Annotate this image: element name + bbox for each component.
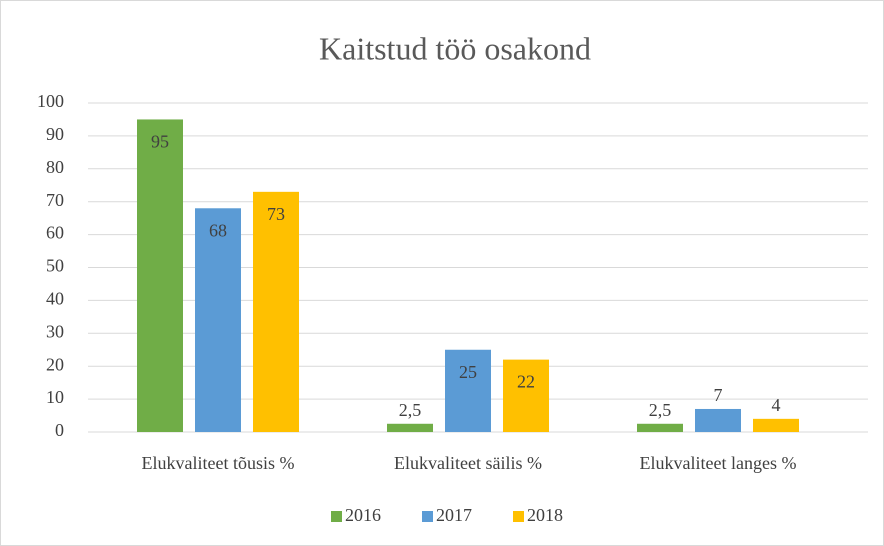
y-tick-label: 50 <box>46 256 64 276</box>
bar <box>695 408 741 432</box>
legend-swatch <box>331 511 342 522</box>
y-tick-label: 20 <box>46 354 64 374</box>
y-tick-label: 90 <box>46 124 64 144</box>
data-label: 22 <box>517 372 535 392</box>
bar <box>637 423 683 432</box>
chart-title: Kaitstud töö osakond <box>319 30 591 66</box>
bar <box>387 423 433 432</box>
legend-label: 2018 <box>527 505 563 525</box>
y-tick-label: 0 <box>55 420 64 440</box>
data-label: 25 <box>459 362 477 382</box>
x-tick-label: Elukvaliteet langes % <box>640 453 797 473</box>
legend-swatch <box>422 511 433 522</box>
legend-label: 2016 <box>345 505 381 525</box>
data-label: 73 <box>267 204 285 224</box>
bar <box>753 418 799 432</box>
data-label: 7 <box>714 385 723 405</box>
data-label: 2,5 <box>649 400 672 420</box>
y-tick-label: 100 <box>37 91 64 111</box>
x-tick-label: Elukvaliteet tõusis % <box>142 453 295 473</box>
bar <box>445 349 491 432</box>
data-label: 68 <box>209 220 227 240</box>
data-label: 95 <box>151 132 169 152</box>
bar <box>503 359 549 432</box>
bar <box>253 191 299 432</box>
data-label: 2,5 <box>399 400 422 420</box>
data-label: 4 <box>772 395 781 415</box>
bar <box>195 208 241 432</box>
y-tick-label: 60 <box>46 223 64 243</box>
y-tick-label: 10 <box>46 387 64 407</box>
y-tick-label: 70 <box>46 190 64 210</box>
y-tick-label: 30 <box>46 321 64 341</box>
legend-swatch <box>513 511 524 522</box>
x-tick-label: Elukvaliteet säilis % <box>394 453 542 473</box>
legend-label: 2017 <box>436 505 472 525</box>
y-tick-label: 80 <box>46 157 64 177</box>
y-tick-label: 40 <box>46 289 64 309</box>
bar <box>137 119 183 432</box>
